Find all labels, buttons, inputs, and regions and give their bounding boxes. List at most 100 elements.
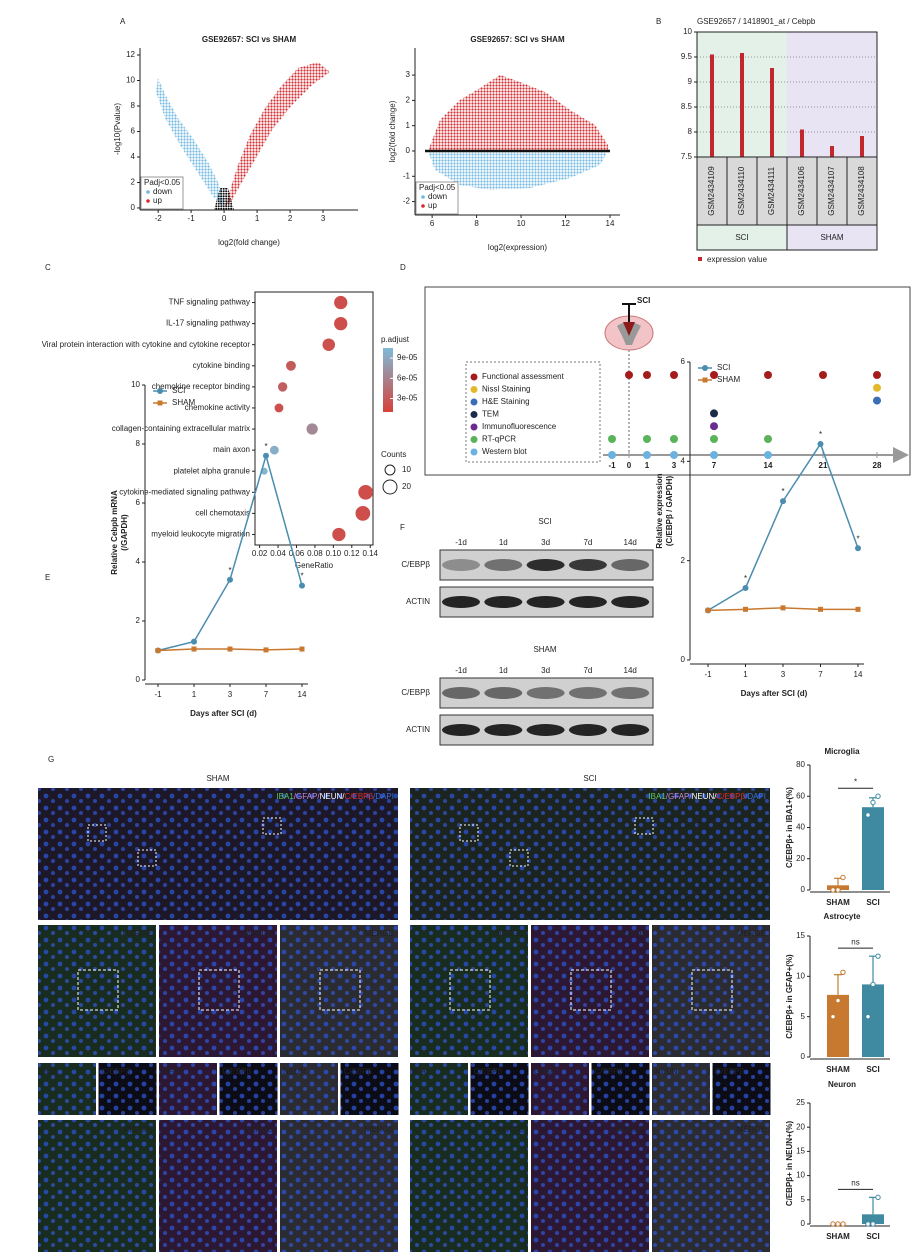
point-cloud-up bbox=[428, 75, 608, 151]
legend-label: up bbox=[428, 201, 437, 210]
zoom-box bbox=[319, 969, 361, 1011]
micrograph-nuclei bbox=[159, 1063, 217, 1115]
panel-label: A bbox=[120, 17, 126, 26]
y-axis-label: (/GAPDH) bbox=[120, 514, 129, 551]
legend-label: TEM bbox=[482, 410, 499, 419]
blot-band bbox=[611, 559, 650, 571]
x-axis-label: log2(expression) bbox=[488, 243, 547, 252]
y-tick-label: 0 bbox=[406, 146, 411, 155]
legend-title: Padj<0.05 bbox=[419, 183, 456, 192]
x-tick-label: SHAM bbox=[826, 1065, 850, 1074]
zoom-box bbox=[137, 849, 157, 867]
bar bbox=[830, 146, 834, 157]
micrograph-nuclei bbox=[280, 1063, 338, 1115]
legend-label: Functional assessment bbox=[482, 372, 565, 381]
tile-label: C/EBPβ bbox=[223, 1067, 252, 1076]
y-tick-label: 8 bbox=[688, 127, 693, 136]
legend-marker bbox=[470, 386, 478, 393]
series-line bbox=[707, 442, 859, 611]
y-tick-label: 10 bbox=[126, 76, 135, 85]
blot-band bbox=[484, 687, 523, 699]
tile-label: MERGE bbox=[737, 1125, 766, 1134]
timeline-dot bbox=[670, 371, 678, 379]
legend-marker bbox=[157, 388, 163, 394]
marker bbox=[263, 647, 269, 653]
chart-title: Astrocyte bbox=[824, 912, 861, 921]
micrograph-nuclei bbox=[410, 1120, 528, 1252]
overview-label-part: /DAPI bbox=[745, 792, 766, 801]
x-tick-label: GSM2434106 bbox=[797, 166, 806, 216]
marker bbox=[743, 606, 748, 612]
x-tick-label: SCI bbox=[866, 898, 879, 907]
legend-label: up bbox=[153, 196, 162, 205]
group-title: SHAM bbox=[206, 774, 229, 783]
micrograph-nuclei bbox=[652, 1120, 770, 1252]
tile-label: MERGE bbox=[365, 1125, 394, 1134]
timeline-dot bbox=[643, 451, 651, 459]
timeline-dot bbox=[643, 435, 651, 443]
y-tick-label: TNF signaling pathway bbox=[169, 298, 250, 307]
legend-label: down bbox=[428, 192, 447, 201]
legend-label: SCI bbox=[717, 363, 730, 372]
dot bbox=[277, 382, 288, 392]
x-tick-label: GSM2434107 bbox=[827, 166, 836, 216]
overview-label-part: IBA1 bbox=[648, 792, 666, 801]
tile-label: MERGE bbox=[244, 1125, 273, 1134]
bar bbox=[770, 68, 774, 157]
marker bbox=[818, 606, 823, 612]
timeline-dot bbox=[608, 435, 616, 443]
stray-label: E bbox=[697, 820, 702, 829]
dot bbox=[334, 295, 348, 310]
y-tick-label: 8.5 bbox=[681, 102, 693, 111]
blot-band bbox=[611, 724, 650, 736]
marker bbox=[155, 648, 161, 653]
legend-title: p.adjust bbox=[381, 335, 410, 344]
overview-label-part: IBA1 bbox=[276, 792, 294, 801]
micrograph-nuclei bbox=[591, 1063, 650, 1115]
legend-box bbox=[415, 181, 459, 215]
y-axis-label: (C/EBPβ / GAPDH) bbox=[665, 476, 674, 547]
overview-label: IBA1/GFAP/NEUN/C/EBPβ/DAPI bbox=[276, 792, 394, 801]
blot-band bbox=[526, 687, 565, 699]
x-tick-label: 10 bbox=[517, 219, 526, 228]
bar bbox=[740, 53, 744, 157]
y-tick-label: 8 bbox=[131, 101, 136, 110]
blot-band bbox=[442, 559, 480, 571]
category-cell bbox=[846, 156, 878, 226]
size-key bbox=[384, 464, 396, 476]
micrograph-nuclei bbox=[38, 788, 398, 920]
blot-title: SCI bbox=[538, 517, 551, 526]
micrograph-nuclei bbox=[159, 1120, 277, 1252]
y-tick-label: cytokine-mediated signaling pathway bbox=[119, 487, 250, 496]
bar bbox=[860, 136, 864, 157]
point-cloud-up bbox=[225, 62, 330, 207]
lane-label: 1d bbox=[499, 538, 508, 547]
micrograph-nuclei bbox=[98, 1063, 157, 1115]
y-tick-label: myeloid leukocyte migration bbox=[151, 530, 250, 539]
x-tick-label: SHAM bbox=[826, 1232, 850, 1241]
group-title: SCI bbox=[583, 774, 596, 783]
tile-label: C/EBPβ bbox=[595, 1067, 624, 1076]
legend-label: Western blot bbox=[482, 447, 528, 456]
x-tick-label: 7 bbox=[818, 670, 823, 679]
lane-label: 7d bbox=[583, 538, 592, 547]
injury-label: SCI bbox=[637, 296, 650, 305]
micrograph-nuclei bbox=[531, 1120, 649, 1252]
blot-band bbox=[568, 687, 607, 699]
y-tick-label: 6 bbox=[136, 498, 141, 507]
zoom-box bbox=[449, 969, 491, 1011]
legend-marker bbox=[470, 436, 478, 443]
micrograph-nuclei bbox=[38, 925, 156, 1057]
micrograph-nuclei bbox=[531, 925, 649, 1057]
overview-label-part: C/EBPβ bbox=[344, 792, 373, 801]
data-point bbox=[830, 1013, 836, 1020]
marker bbox=[855, 606, 861, 612]
tile-label: C/EBPβ bbox=[474, 1067, 503, 1076]
tile-label: C/EBPβ bbox=[344, 1067, 373, 1076]
x-tick-label: 0.08 bbox=[307, 549, 323, 558]
legend-marker bbox=[702, 377, 708, 383]
legend-title: Counts bbox=[381, 450, 406, 459]
y-tick-label: 0 bbox=[801, 1052, 806, 1061]
significance: * bbox=[300, 572, 303, 581]
zoom-box bbox=[509, 849, 529, 867]
